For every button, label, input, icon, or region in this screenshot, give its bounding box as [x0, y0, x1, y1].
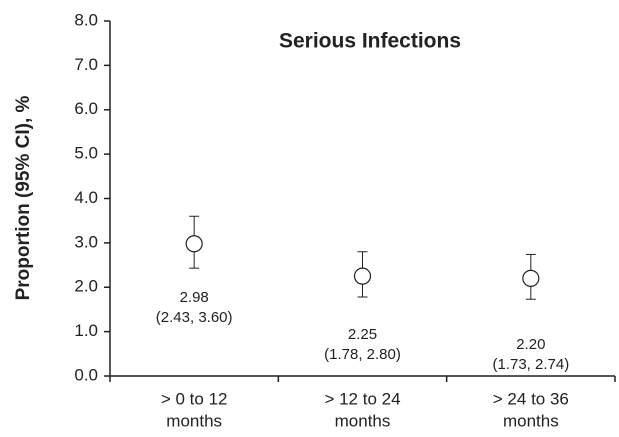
value-label: 2.98 [180, 289, 209, 306]
y-tick-label: 2.0 [74, 277, 98, 296]
y-axis-label: Proportion (95% CI), % [13, 96, 34, 301]
point [522, 269, 540, 287]
x-tick-label: > 24 to 36 [493, 389, 569, 408]
value-label: 2.25 [348, 326, 377, 343]
y-tick-label: 4.0 [74, 188, 98, 207]
x-tick-label: > 0 to 12 [161, 389, 228, 408]
x-tick-label: months [335, 411, 391, 430]
y-tick-label: 0.0 [74, 365, 98, 384]
value-label: 2.20 [516, 336, 545, 353]
y-tick-label: 7.0 [74, 55, 98, 74]
y-tick-label: 8.0 [74, 10, 98, 29]
ci-label: (1.78, 2.80) [324, 346, 401, 363]
ci-label: (1.73, 2.74) [492, 356, 569, 373]
y-tick-label: 3.0 [74, 232, 98, 251]
point [353, 267, 372, 285]
x-tick-label: months [503, 411, 559, 430]
chart-title: Serious Infections [279, 30, 461, 53]
point [185, 235, 203, 253]
x-tick-label: > 12 to 24 [324, 389, 400, 408]
ci-label: (2.43, 3.60) [156, 309, 233, 326]
x-tick-label: months [166, 411, 222, 430]
y-tick-label: 5.0 [74, 144, 98, 163]
y-tick-label: 1.0 [74, 321, 98, 340]
y-tick-label: 6.0 [74, 99, 98, 118]
